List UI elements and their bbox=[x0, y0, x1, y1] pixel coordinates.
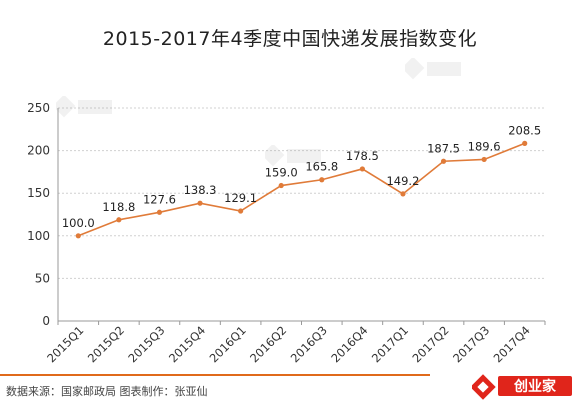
data-point bbox=[522, 140, 528, 146]
data-label: 189.6 bbox=[468, 139, 501, 153]
x-tick-label: 2015Q1 bbox=[44, 323, 86, 365]
data-point bbox=[481, 156, 487, 163]
data-label: 165.8 bbox=[305, 160, 338, 174]
data-point bbox=[278, 182, 284, 189]
x-tick-label: 2017Q2 bbox=[409, 323, 451, 365]
y-tick-label: 50 bbox=[35, 271, 50, 285]
data-point bbox=[400, 191, 406, 197]
logo-text: 创业家 bbox=[513, 378, 557, 395]
data-point bbox=[440, 158, 447, 164]
y-tick-label: 150 bbox=[27, 186, 50, 200]
x-tick-label: 2017Q4 bbox=[491, 323, 533, 365]
data-label: 208.5 bbox=[508, 123, 541, 137]
x-tick-label: 2015Q2 bbox=[85, 323, 127, 365]
data-label: 149.2 bbox=[386, 174, 419, 188]
chart-title: 2015-2017年4季度中国快递发展指数变化 bbox=[102, 28, 478, 50]
data-label: 100.0 bbox=[62, 216, 95, 230]
y-tick-label: 250 bbox=[27, 101, 50, 115]
data-label: 159.0 bbox=[265, 166, 298, 180]
footer-accent-line bbox=[0, 374, 430, 376]
x-tick-label: 2017Q1 bbox=[369, 323, 411, 365]
data-label: 118.8 bbox=[102, 200, 135, 214]
data-label: 178.5 bbox=[346, 149, 379, 163]
x-axis: 2015Q12015Q22015Q32015Q42016Q12016Q22016… bbox=[44, 320, 546, 365]
data-point bbox=[116, 217, 122, 223]
x-tick-label: 2017Q3 bbox=[450, 323, 492, 365]
y-tick-label: 100 bbox=[27, 229, 50, 243]
y-tick-label: 200 bbox=[27, 144, 50, 158]
series-polyline bbox=[77, 142, 526, 237]
data-point bbox=[197, 200, 203, 206]
source-note: 数据来源：国家邮政局 图表制作：张亚仙 bbox=[6, 385, 208, 398]
y-axis: 0 50 100 150 200 250 bbox=[27, 101, 59, 328]
x-tick-label: 2015Q4 bbox=[166, 323, 208, 365]
x-tick-label: 2016Q4 bbox=[328, 323, 370, 365]
data-point bbox=[156, 209, 163, 215]
data-point bbox=[359, 166, 365, 172]
x-tick-label: 2016Q1 bbox=[207, 323, 249, 365]
data-labels: 100.0 118.8 127.6 138.3 129.1 159.0 165.8 178.5… bbox=[62, 123, 541, 229]
data-label: 187.5 bbox=[427, 141, 460, 155]
data-point bbox=[75, 233, 81, 239]
series-line bbox=[75, 140, 528, 239]
data-point bbox=[319, 177, 325, 183]
x-tick-label: 2016Q2 bbox=[247, 323, 289, 365]
gridlines bbox=[58, 107, 545, 279]
brand-logo: 创业家 bbox=[472, 374, 572, 400]
data-point bbox=[238, 208, 244, 214]
x-tick-label: 2015Q3 bbox=[125, 323, 167, 365]
data-label: 129.1 bbox=[224, 191, 257, 205]
data-label: 127.6 bbox=[143, 192, 176, 206]
data-label: 138.3 bbox=[184, 183, 217, 197]
y-tick-label: 0 bbox=[42, 314, 50, 328]
x-tick-label: 2016Q3 bbox=[288, 323, 330, 365]
